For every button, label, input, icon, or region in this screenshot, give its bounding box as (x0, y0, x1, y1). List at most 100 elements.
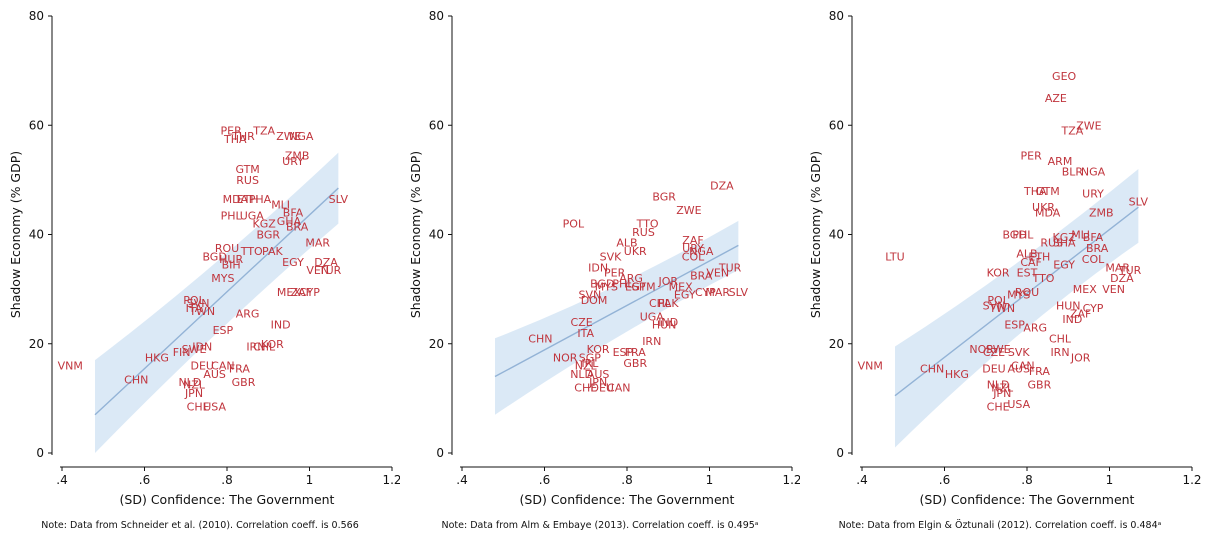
point-label: ZWE (276, 130, 301, 143)
point-label: BFA (1083, 231, 1104, 244)
point-label: IRN (246, 340, 265, 353)
x-tick-label: .8 (621, 473, 632, 487)
y-tick-label: 0 (436, 446, 444, 460)
confidence-band (495, 220, 739, 415)
point-label: GBR (1028, 379, 1052, 392)
point-label: ARM (1048, 155, 1073, 168)
point-label: SGP (579, 351, 602, 364)
point-label: ROU (215, 242, 239, 255)
scatter-panel-2: 0 20 40 60 80 .4 .6 .8 1 1.2 (SD) Confidence: The … (400, 0, 800, 539)
point-label: ARG (236, 308, 260, 321)
point-label: NZL (991, 381, 1014, 394)
point-label: MYS (1007, 289, 1030, 302)
x-tick-label: .6 (539, 473, 550, 487)
point-label: URY (682, 242, 704, 255)
point-label: CAN (607, 381, 630, 394)
x-tick-label: 1.2 (1182, 473, 1201, 487)
point-label: DZA (1110, 272, 1134, 285)
point-label: IND (271, 319, 291, 332)
point-label: AUS (587, 368, 610, 381)
x-tick-label: .8 (221, 473, 232, 487)
point-label: ALB (1016, 248, 1037, 261)
point-label: SWE (182, 343, 207, 356)
point-label: BGD (590, 278, 614, 291)
point-label: ZWE (1076, 119, 1101, 132)
y-axis-label: Shadow Economy (% GDP) (8, 151, 23, 318)
point-label: VEN (706, 267, 729, 280)
point-label: MLI (271, 198, 290, 211)
point-label: FRA (229, 362, 251, 375)
point-label: COL (682, 250, 705, 263)
scatter-plot-1: 0 20 40 60 80 .4 .6 .8 1 1.2 (SD) Confidence: The … (8, 9, 400, 507)
point-label: USA (203, 401, 226, 414)
point-label: HUN (652, 319, 677, 332)
point-label: ROU (1015, 286, 1039, 299)
point-label: UKR (1032, 201, 1055, 214)
point-label: TWN (988, 302, 1015, 315)
point-label: POL (563, 218, 585, 231)
point-label: ITA (186, 302, 203, 315)
point-label: CAF (1020, 256, 1042, 269)
point-label: SWE (986, 343, 1011, 356)
point-label: CZE (571, 316, 593, 329)
point-label: VNM (858, 360, 883, 373)
panel-note-3: Note: Data from Elgin & Öztunali (2012).… (838, 520, 1162, 531)
fitted-line (94, 187, 339, 416)
y-tick-label: 40 (829, 228, 844, 242)
point-label: ETH (237, 193, 259, 206)
scatter-panel-1: 0 20 40 60 80 .4 .6 .8 1 1.2 (SD) Confidence: The … (0, 0, 400, 539)
point-label: CHL (1049, 332, 1072, 345)
point-label: CHE (187, 401, 210, 414)
x-axis-label: (SD) Confidence: The Government (120, 492, 335, 507)
fitted-line (494, 244, 739, 378)
point-label: VEN (1102, 283, 1125, 296)
y-tick-label: 80 (829, 9, 844, 23)
point-label: PHL (612, 278, 634, 291)
point-label: THA (1023, 185, 1047, 198)
point-label: CHL (253, 340, 276, 353)
point-label: PER (221, 125, 243, 138)
point-label: MDA (223, 193, 249, 206)
point-label: SVK (600, 250, 623, 263)
x-tick-label: 1 (706, 473, 714, 487)
point-label: ETH (1028, 250, 1050, 263)
point-label: KOR (987, 267, 1010, 280)
point-label: ARG (1023, 321, 1047, 334)
point-label: GBR (232, 376, 256, 389)
point-label: SHA (1053, 237, 1076, 250)
point-label: COL (1082, 253, 1105, 266)
scatter-plot-2: 0 20 40 60 80 .4 .6 .8 1 1.2 (SD) Confidence: The … (408, 9, 800, 507)
point-label: EGY (674, 289, 696, 302)
x-tick-label: 1 (306, 473, 314, 487)
point-label: IDN (192, 340, 212, 353)
point-label: POL (987, 294, 1009, 307)
point-label: ALB (616, 237, 637, 250)
y-axis-label: Shadow Economy (% GDP) (408, 151, 423, 318)
point-label: TUR (318, 264, 342, 277)
x-axis-label: (SD) Confidence: The Government (920, 492, 1135, 507)
point-label: PER (604, 267, 626, 280)
point-label: JOR (657, 275, 678, 288)
x-axis-label: (SD) Confidence: The Government (520, 492, 735, 507)
point-label: DOM (581, 294, 608, 307)
point-label: SVN (983, 300, 1006, 313)
point-label: PHA (249, 193, 272, 206)
point-label: VEN (306, 264, 329, 277)
point-label: NZL (183, 379, 206, 392)
point-label: MYS (595, 280, 618, 293)
point-label: NLD (987, 379, 1010, 392)
point-label: ZAF (1070, 308, 1091, 321)
y-tick-label: 60 (829, 118, 844, 132)
point-label: MLI (1071, 229, 1090, 242)
point-label: NGA (689, 245, 714, 258)
point-label: BRA (1086, 242, 1109, 255)
point-label: HKG (945, 368, 969, 381)
x-tick-label: .6 (139, 473, 150, 487)
point-label: ESP (213, 324, 234, 337)
point-label: FRA (625, 346, 647, 359)
point-label: CHE (987, 401, 1010, 414)
point-label: URY (1082, 188, 1104, 201)
point-label: NLD (178, 376, 201, 389)
point-label: GTM (631, 280, 655, 293)
point-label: CZE (983, 346, 1005, 359)
